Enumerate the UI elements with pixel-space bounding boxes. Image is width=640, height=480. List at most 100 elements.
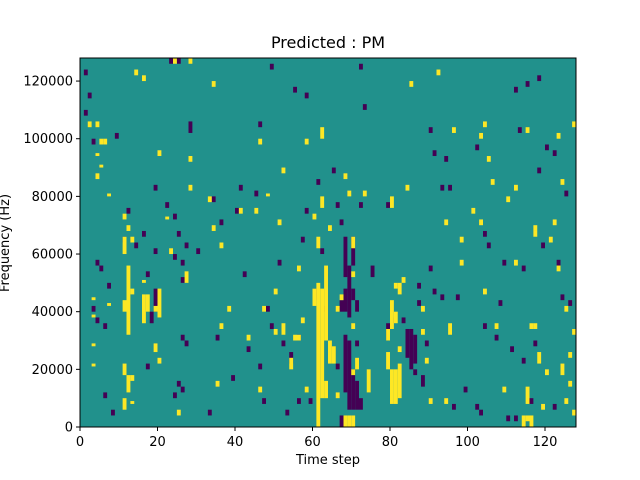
heatmap-cell-low	[293, 86, 297, 93]
heatmap-cell-low	[343, 334, 348, 393]
heatmap-cell-high	[126, 265, 131, 335]
heatmap-cell-high	[169, 248, 173, 255]
heatmap-cell-low	[103, 323, 108, 329]
heatmap-cell-high	[347, 190, 352, 197]
heatmap-cell-high	[188, 156, 193, 162]
heatmap-cell-low	[347, 340, 352, 410]
heatmap-cell-low	[517, 127, 522, 133]
heatmap-cell-high	[572, 328, 576, 335]
heatmap-cell-high	[122, 398, 127, 410]
heatmap-cell-low	[235, 207, 239, 214]
heatmap-cell-high	[560, 363, 565, 376]
heatmap-cell-low	[339, 300, 344, 312]
heatmap-cell-high	[514, 259, 518, 266]
heatmap-cell-high	[556, 132, 561, 139]
y-tick-label: 100000	[23, 132, 73, 147]
heatmap-cell-low	[463, 386, 468, 393]
heatmap-cell-low	[285, 409, 290, 416]
heatmap-cell-high	[335, 392, 340, 399]
heatmap-cell-high	[95, 173, 100, 180]
heatmap-cell-high	[304, 138, 309, 145]
heatmap-cell-high	[297, 334, 301, 341]
heatmap-cell-low	[568, 300, 573, 306]
heatmap-cell-high	[479, 219, 483, 226]
heatmap-cell-high	[568, 352, 573, 358]
heatmap-cell-high	[564, 305, 569, 312]
heatmap-cell-low	[537, 167, 542, 174]
heatmap-cell-high	[568, 380, 573, 387]
heatmap-cell-high	[421, 328, 425, 335]
heatmap-cell-low	[370, 265, 375, 278]
heatmap-cell-high	[502, 386, 507, 393]
heatmap-cell-low	[444, 156, 449, 162]
heatmap-cell-high	[328, 340, 332, 364]
x-axis-label: Time step	[295, 453, 361, 468]
heatmap-cell-high	[188, 184, 193, 191]
heatmap-cell-low	[269, 323, 274, 329]
heatmap-cell-high	[343, 415, 348, 427]
heatmap-cell-low	[184, 242, 189, 249]
heatmap-cell-high	[165, 216, 170, 220]
heatmap-cell-low	[304, 92, 309, 99]
heatmap-cell-high	[219, 242, 224, 249]
heatmap-cell-low	[409, 328, 414, 370]
heatmap-cell-low	[316, 179, 321, 185]
y-tick-label: 80000	[32, 190, 73, 205]
heatmap-cell-high	[328, 225, 332, 231]
heatmap-cell-low	[176, 58, 181, 64]
heatmap-cell-low	[552, 150, 557, 157]
heatmap-cell-low	[351, 236, 356, 266]
heatmap-cell-low	[304, 207, 309, 214]
heatmap-cell-low	[475, 144, 480, 151]
heatmap-cell-low	[91, 138, 96, 145]
heatmap-cell-high	[215, 380, 220, 387]
heatmap-cell-high	[479, 132, 483, 139]
heatmap-cell-high	[490, 179, 495, 185]
heatmap-cell-high	[351, 236, 356, 249]
heatmap-cell-low	[266, 305, 270, 312]
heatmap-cell-high	[134, 69, 139, 76]
heatmap-cell-low	[428, 127, 433, 133]
heatmap-cell-high	[122, 236, 127, 255]
heatmap-cell-high	[537, 352, 542, 364]
heatmap-cell-high	[386, 352, 390, 370]
heatmap-cell-low	[83, 109, 88, 116]
heatmap-cell-low	[211, 196, 216, 203]
heatmap-cell-high	[126, 375, 131, 393]
heatmap-cell-high	[351, 415, 356, 427]
heatmap-cell-low	[165, 202, 170, 208]
heatmap-cell-low	[343, 236, 348, 278]
heatmap-cell-high	[366, 369, 371, 393]
heatmap-cell-high	[390, 300, 394, 329]
heatmap-cell-low	[153, 288, 158, 312]
heatmap-cell-low	[514, 415, 518, 422]
x-tick-label: 120	[533, 435, 558, 450]
heatmap-cell-low	[413, 369, 418, 376]
heatmap-cell-low	[215, 334, 220, 341]
heatmap-cell-high	[188, 58, 193, 64]
heatmap-cell-high	[521, 415, 526, 427]
heatmap-cell-high	[130, 236, 135, 243]
heatmap-cell-high	[312, 288, 317, 306]
x-tick-label: 40	[227, 435, 244, 450]
heatmap-cell-high	[552, 219, 557, 226]
x-tick-label: 80	[382, 435, 399, 450]
heatmap-cell-high	[393, 369, 398, 404]
heatmap-cell-low	[95, 317, 100, 324]
heatmap-cell-high	[95, 153, 100, 157]
heatmap-cell-high	[471, 207, 476, 214]
heatmap-cell-high	[494, 323, 499, 329]
heatmap-cell-high	[409, 81, 414, 87]
heatmap-cell-low	[207, 409, 212, 416]
heatmap-cell-low	[359, 398, 363, 410]
x-tick-label: 100	[455, 435, 480, 450]
heatmap-cell-low	[99, 265, 104, 272]
heatmap-cell-low	[184, 340, 189, 347]
heatmap-cell-high	[142, 75, 146, 82]
heatmap-cell-high	[142, 279, 146, 283]
heatmap-cell-high	[157, 150, 162, 157]
heatmap-cell-low	[355, 300, 359, 312]
heatmap-cell-low	[541, 242, 545, 249]
heatmap-cell-high	[355, 357, 359, 370]
